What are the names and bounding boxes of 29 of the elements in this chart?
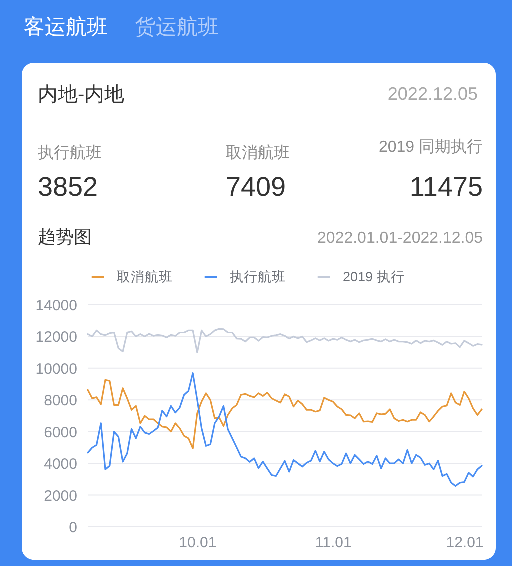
legend-label: 2019 执行 [343, 269, 405, 284]
x-tick-label: 12.01 [446, 534, 484, 552]
text: 内地-内地 [38, 84, 125, 106]
y-tick-label: 0 [69, 520, 78, 536]
y-tick-label: 2000 [44, 488, 78, 505]
text: 2022.12.05 [388, 84, 478, 104]
y-tick-label: 8000 [44, 392, 78, 410]
line-series [87, 372, 483, 488]
text: 客运航班 [24, 16, 108, 39]
text: 执行航班 [38, 144, 102, 162]
y-tick-label: 4000 [44, 456, 78, 474]
y-tick-label: 14000 [36, 298, 78, 314]
y-tick-label: 12000 [36, 329, 78, 346]
line-series [87, 379, 483, 450]
text: 货运航班 [135, 16, 219, 39]
y-tick-label: 10000 [36, 360, 78, 378]
legend-label: 取消航班 [117, 269, 173, 284]
text: 2019 同期执行 [378, 138, 483, 156]
text: 11475 [410, 172, 483, 202]
text: 取消航班 [226, 144, 290, 162]
x-tick-label: 11.01 [315, 534, 352, 552]
line-series [87, 328, 483, 354]
x-tick-label: 10.01 [179, 534, 217, 552]
chart-subtitle: 2022.01.01-2022.12.05 [318, 230, 484, 247]
y-tick-label: 6000 [44, 424, 78, 442]
legend-label: 执行航班 [230, 269, 286, 284]
chart-title: 趋势图 [38, 227, 92, 247]
text: 3852 [38, 172, 98, 202]
text: 7409 [226, 172, 286, 202]
